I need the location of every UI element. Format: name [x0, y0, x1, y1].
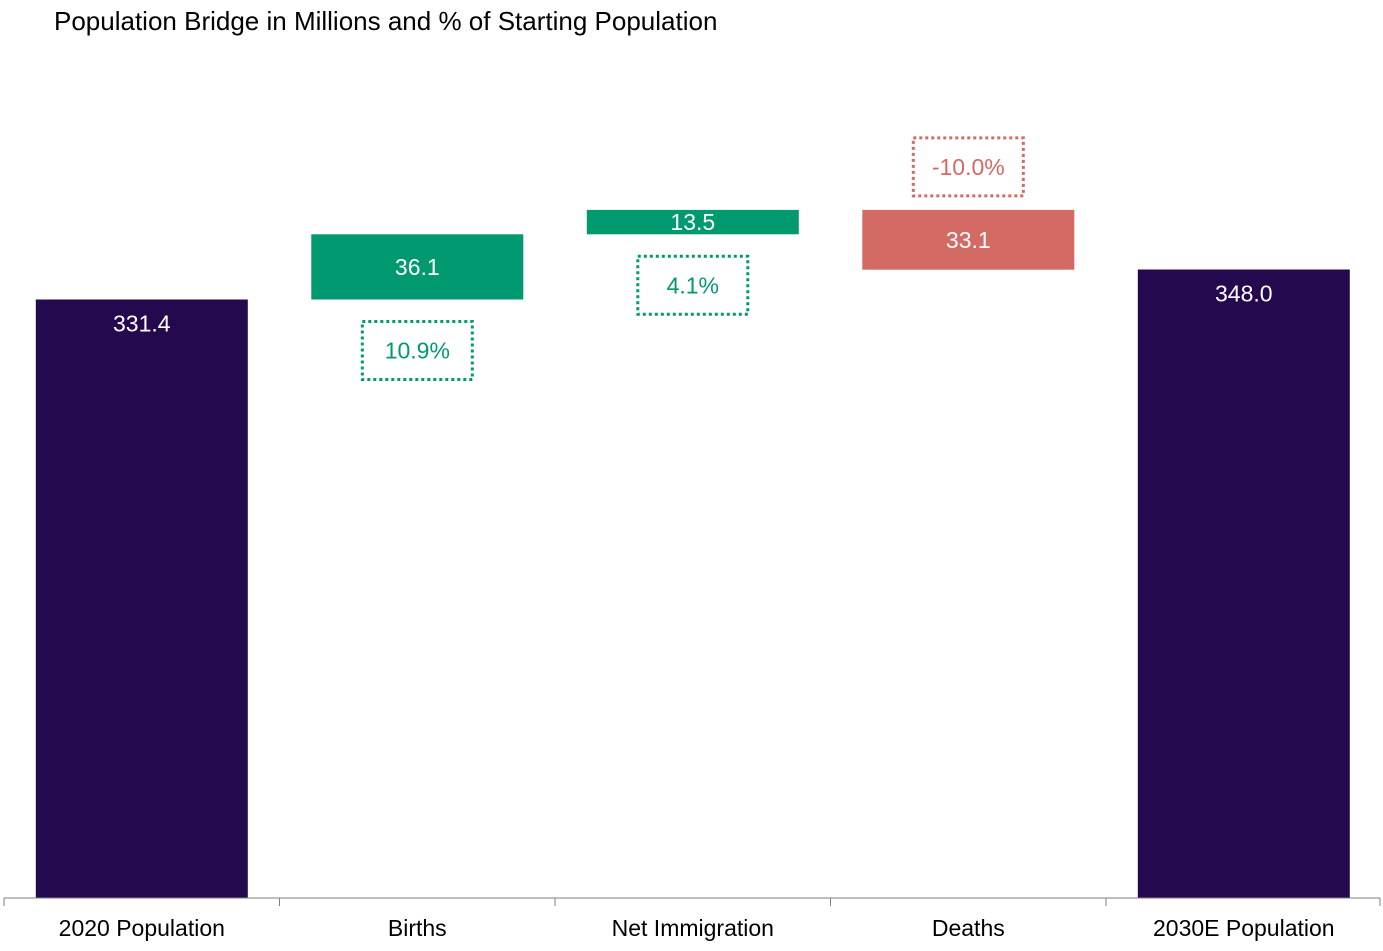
- value-label-deaths: 33.1: [946, 227, 991, 253]
- pct-callout-box-deaths: [911, 136, 1025, 198]
- value-label-2020-population: 331.4: [113, 311, 171, 337]
- x-axis: 2020 Population Births Net Immigration Deat…: [3, 897, 1381, 941]
- category-label-2030e-population: 2030E Population: [1153, 915, 1335, 941]
- chart-title: Population Bridge in Millions and % of S…: [54, 6, 718, 36]
- value-label-net-immigration: 13.5: [670, 209, 715, 235]
- bar-deaths: [862, 209, 1075, 270]
- bar-net-immigration: [586, 209, 799, 235]
- category-label-births: Births: [388, 915, 447, 941]
- bar-2020-population: [35, 299, 248, 898]
- bar-births: [311, 234, 524, 300]
- pct-label-births: 10.9%: [385, 338, 450, 364]
- bars-layer: [35, 209, 1350, 898]
- category-label-2020-population: 2020 Population: [59, 915, 225, 941]
- pct-label-net-immigration: 4.1%: [667, 272, 719, 298]
- bar-2030e-population: [1137, 269, 1350, 898]
- value-label-births: 36.1: [395, 254, 440, 280]
- category-label-net-immigration: Net Immigration: [612, 915, 774, 941]
- labels-layer: 331.4 36.1 10.9% 13.5 4.1% 33.1 -10.0% 348.0: [113, 136, 1273, 381]
- pct-callout-box-births: [360, 320, 474, 381]
- category-label-deaths: Deaths: [932, 915, 1005, 941]
- value-label-2030e-population: 348.0: [1215, 281, 1273, 307]
- pct-callout-box-net-immigration: [636, 254, 750, 316]
- pct-label-deaths: -10.0%: [932, 154, 1005, 180]
